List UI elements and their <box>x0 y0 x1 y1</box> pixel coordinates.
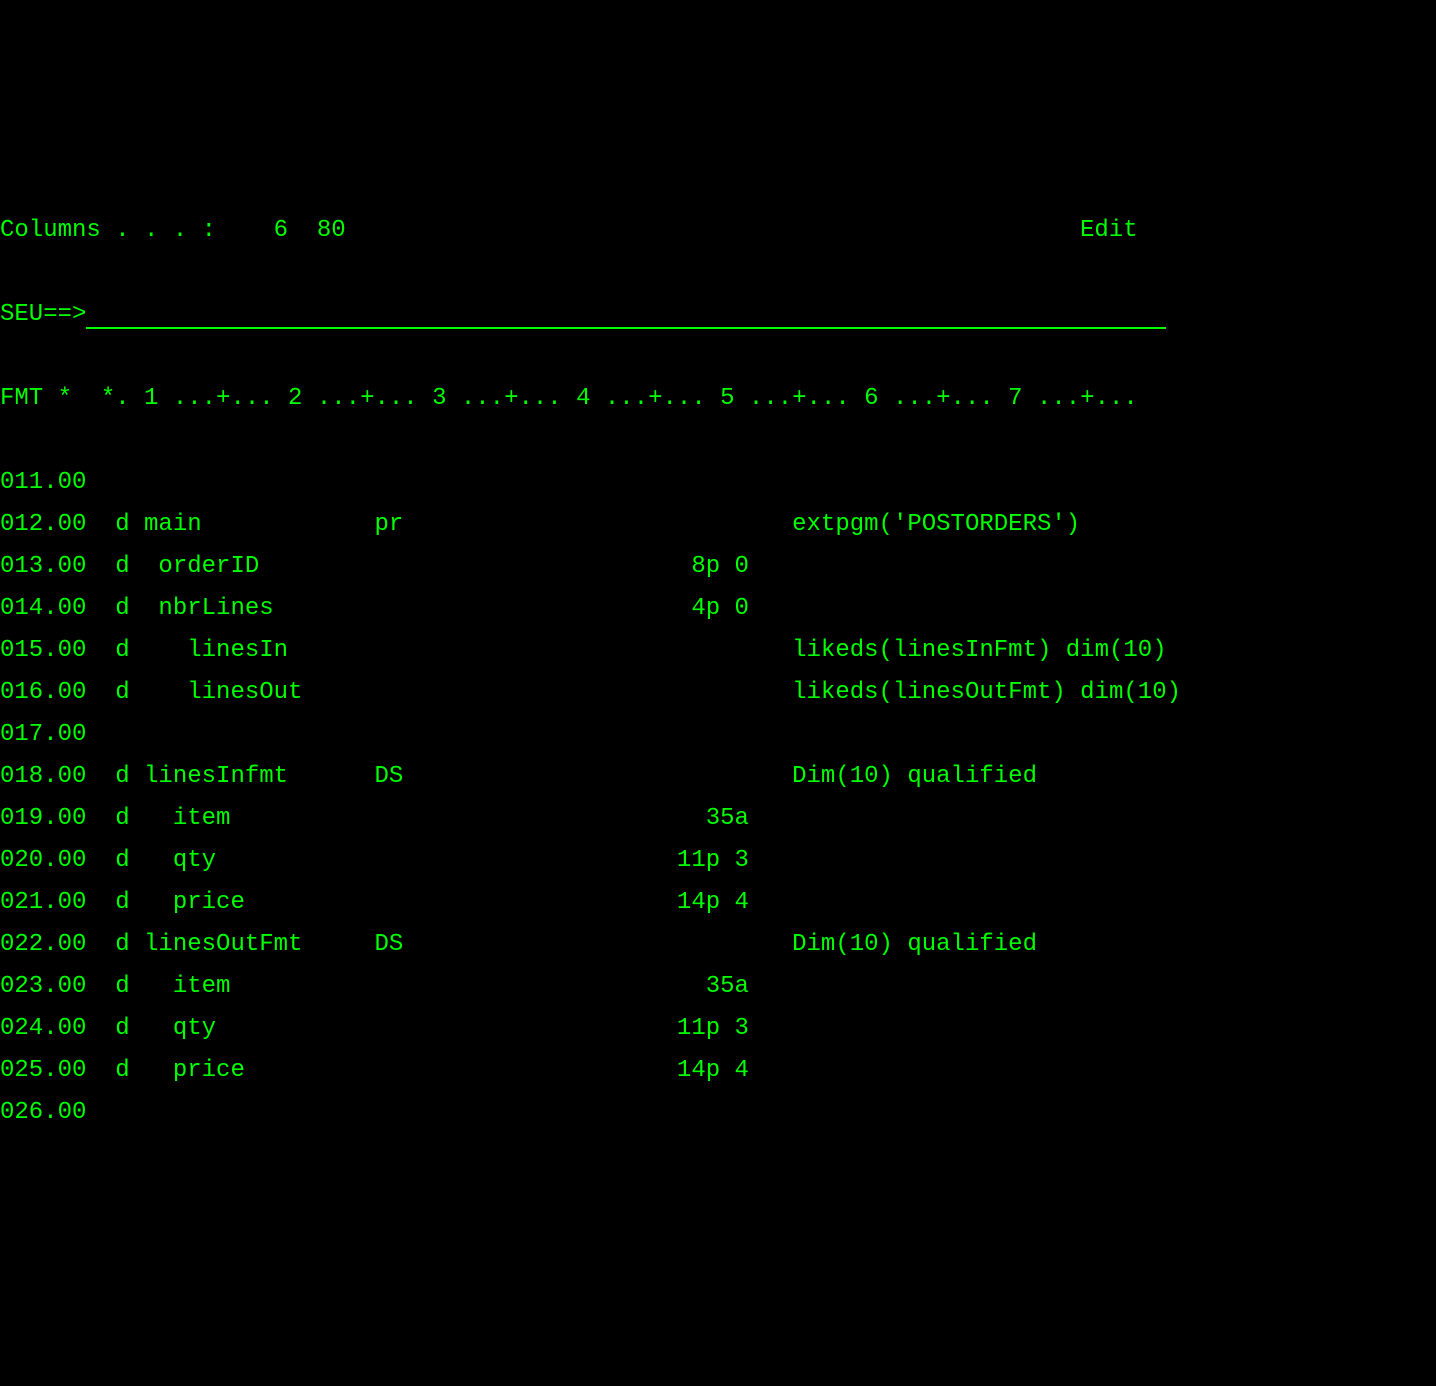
columns-label: Columns . . . : 6 80 <box>0 210 346 252</box>
source-line[interactable]: 024.00 d qty 11p 3 <box>0 1008 1436 1050</box>
seu-command-input[interactable] <box>86 301 1166 329</box>
terminal-screen: Columns . . . : 6 80 Edit SEU==> FMT * *.… <box>0 168 1436 1176</box>
source-line[interactable]: 022.00 d linesOutFmt DS Dim(10) qualifie… <box>0 924 1436 966</box>
source-line[interactable]: 017.00 <box>0 714 1436 756</box>
seu-prompt-line: SEU==> <box>0 294 1436 336</box>
source-line[interactable]: 026.00 <box>0 1092 1436 1134</box>
source-line[interactable]: 019.00 d item 35a <box>0 798 1436 840</box>
source-line[interactable]: 011.00 <box>0 462 1436 504</box>
seu-prompt-label: SEU==> <box>0 294 86 336</box>
header-columns-line: Columns . . . : 6 80 Edit <box>0 210 1436 252</box>
ruler-markers: *. 1 ...+... 2 ...+... 3 ...+... 4 ...+.… <box>72 378 1138 420</box>
source-line[interactable]: 020.00 d qty 11p 3 <box>0 840 1436 882</box>
source-line[interactable]: 018.00 d linesInfmt DS Dim(10) qualified <box>0 756 1436 798</box>
source-code-area[interactable]: 011.00 012.00 d main pr extpgm('POSTORDE… <box>0 462 1436 1134</box>
source-line[interactable]: 013.00 d orderID 8p 0 <box>0 546 1436 588</box>
ruler-line: FMT * *. 1 ...+... 2 ...+... 3 ...+... 4… <box>0 378 1436 420</box>
source-line[interactable]: 023.00 d item 35a <box>0 966 1436 1008</box>
source-line[interactable]: 015.00 d linesIn likeds(linesInFmt) dim(… <box>0 630 1436 672</box>
source-line[interactable]: 025.00 d price 14p 4 <box>0 1050 1436 1092</box>
edit-mode-label: Edit <box>1080 210 1138 252</box>
ruler-prefix: FMT * <box>0 378 72 420</box>
source-line[interactable]: 014.00 d nbrLines 4p 0 <box>0 588 1436 630</box>
source-line[interactable]: 016.00 d linesOut likeds(linesOutFmt) di… <box>0 672 1436 714</box>
source-line[interactable]: 021.00 d price 14p 4 <box>0 882 1436 924</box>
source-line[interactable]: 012.00 d main pr extpgm('POSTORDERS') <box>0 504 1436 546</box>
